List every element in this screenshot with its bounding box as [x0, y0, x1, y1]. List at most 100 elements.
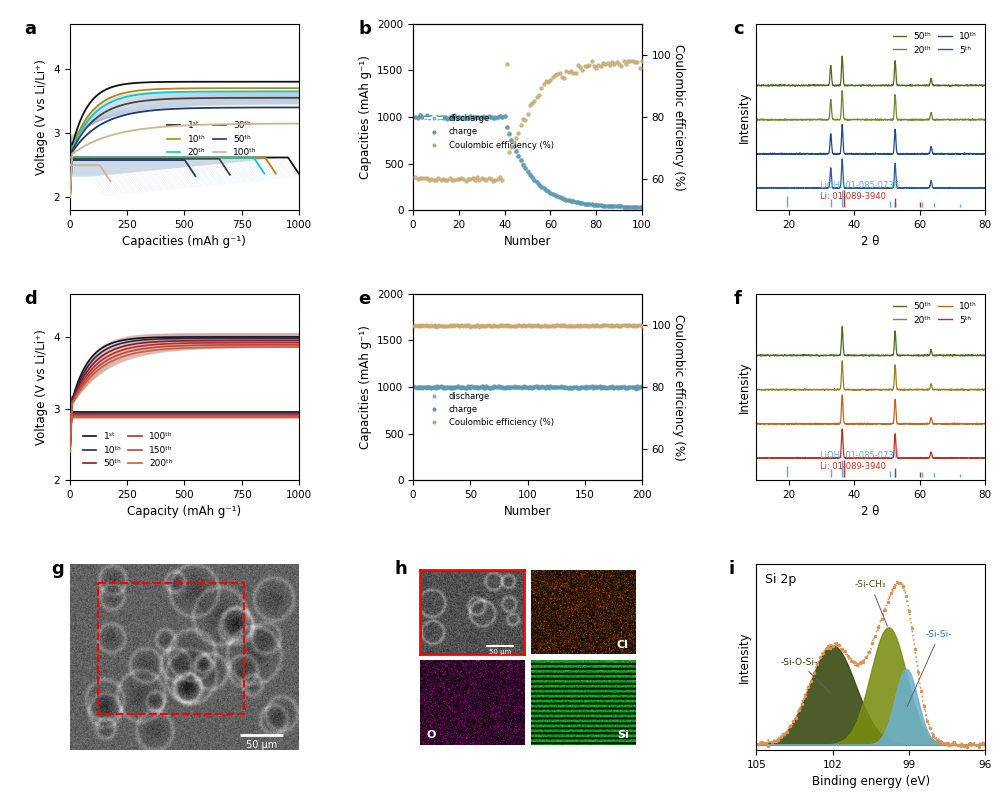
Point: [492, 381, 508, 393]
Point: [580, 381, 596, 393]
Point: [406, 381, 422, 393]
Point: [593, 199, 609, 211]
Point: [501, 146, 517, 159]
Point: [409, 381, 425, 394]
Point: [497, 272, 513, 285]
Point: [588, 380, 604, 393]
Point: [540, 76, 556, 89]
Point: [524, 171, 540, 184]
Point: [594, 381, 610, 393]
Point: [446, 319, 462, 332]
Point: [563, 381, 579, 394]
Point: [453, 112, 469, 124]
Point: [602, 200, 618, 212]
Point: [538, 184, 554, 196]
Point: [552, 67, 568, 80]
Point: [521, 381, 537, 394]
Point: [508, 132, 524, 144]
Point: [514, 381, 530, 393]
Point: [419, 109, 435, 122]
Point: [419, 381, 435, 393]
Point: [569, 381, 585, 394]
Point: [584, 198, 600, 211]
Point: [541, 381, 557, 393]
Point: [425, 381, 441, 393]
Point: [584, 55, 600, 68]
Point: [520, 165, 536, 178]
Point: [483, 319, 499, 332]
Point: [483, 111, 499, 124]
Point: [632, 381, 648, 393]
Point: [520, 381, 536, 393]
Point: [494, 320, 510, 333]
Point: [529, 319, 545, 332]
Point: [600, 200, 616, 212]
Point: [506, 140, 522, 152]
Point: [558, 381, 574, 393]
Point: [474, 319, 490, 332]
Point: [627, 200, 643, 213]
Point: [493, 381, 509, 393]
Point: [557, 381, 573, 394]
Point: [442, 319, 458, 332]
Point: [435, 112, 451, 124]
Point: [417, 111, 433, 124]
Point: [526, 173, 542, 186]
Point: [478, 319, 494, 332]
Point: [511, 381, 527, 393]
Point: [490, 172, 506, 185]
Point: [410, 381, 426, 393]
Point: [603, 319, 619, 332]
Point: [410, 319, 426, 332]
Point: [545, 188, 561, 200]
Point: [461, 381, 477, 393]
Point: [611, 200, 627, 213]
Point: [491, 380, 507, 393]
Point: [517, 162, 533, 175]
Point: [584, 198, 600, 211]
Point: [508, 380, 524, 393]
Point: [589, 319, 605, 332]
Point: [455, 319, 471, 332]
Point: [435, 111, 451, 124]
Point: [627, 381, 643, 393]
Point: [596, 381, 612, 393]
Point: [506, 136, 522, 148]
Point: [508, 381, 524, 393]
Point: [570, 196, 586, 209]
Point: [437, 110, 453, 123]
Legend: 1ˢᵗ, 10ᵗʰ, 20ᵗʰ, 30ᵗʰ, 50ᵗʰ, 100ᵗʰ: 1ˢᵗ, 10ᵗʰ, 20ᵗʰ, 30ᵗʰ, 50ᵗʰ, 100ᵗʰ: [163, 118, 260, 161]
Point: [545, 188, 561, 200]
Point: [573, 381, 589, 393]
Point: [568, 381, 584, 393]
Point: [421, 381, 437, 393]
Point: [479, 381, 495, 393]
Point: [499, 381, 515, 393]
Point: [481, 381, 497, 394]
Point: [601, 381, 617, 393]
Point: [469, 111, 485, 124]
Point: [625, 55, 641, 68]
Point: [435, 173, 451, 186]
Point: [603, 381, 619, 393]
Point: [564, 381, 580, 394]
Point: [545, 70, 561, 83]
Point: [451, 110, 467, 123]
Point: [493, 381, 509, 393]
Point: [522, 99, 538, 112]
Point: [423, 319, 439, 332]
Point: [485, 175, 501, 188]
Point: [518, 381, 534, 393]
Point: [482, 381, 498, 394]
Point: [555, 381, 571, 393]
Point: [525, 381, 541, 393]
Point: [586, 320, 602, 333]
Point: [501, 381, 517, 394]
Point: [626, 319, 642, 332]
Point: [491, 320, 507, 333]
Point: [605, 319, 621, 332]
Point: [490, 110, 506, 123]
Point: [542, 380, 558, 393]
Point: [566, 381, 582, 393]
Point: [570, 381, 586, 394]
